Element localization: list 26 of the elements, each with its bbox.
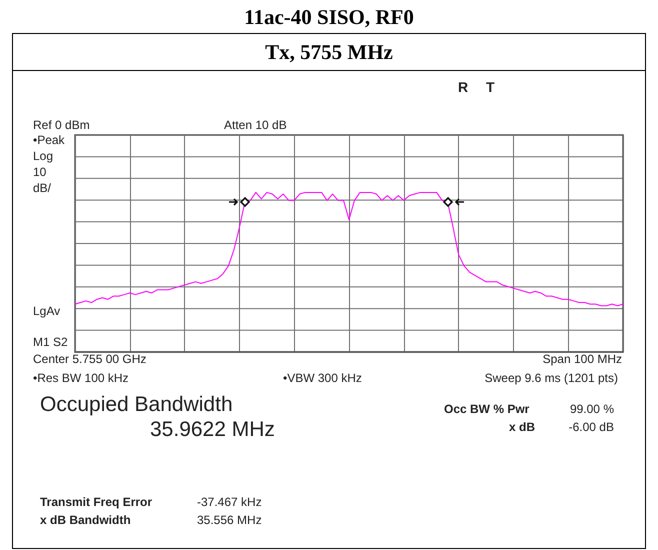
text: x dB bbox=[508, 420, 535, 434]
text: •Peak bbox=[33, 133, 65, 147]
text: 35.556 MHz bbox=[197, 513, 262, 527]
text: LgAv bbox=[33, 304, 60, 318]
chart-title: 11ac-40 SISO, RF0 bbox=[243, 5, 415, 30]
text: Occ BW % Pwr bbox=[444, 402, 530, 416]
text: -37.467 kHz bbox=[197, 495, 262, 509]
text: R T bbox=[458, 79, 495, 95]
text: -6.00 dB bbox=[568, 420, 614, 434]
text: •Res BW 100 kHz bbox=[33, 371, 129, 385]
text: x dB Bandwidth bbox=[40, 513, 131, 527]
chart-subtitle: Tx, 5755 MHz bbox=[264, 40, 394, 65]
text: Ref 0 dBm bbox=[33, 118, 90, 132]
text: dB/ bbox=[33, 181, 52, 195]
text: Atten 10 dB bbox=[224, 118, 287, 132]
text: •VBW 300 kHz bbox=[283, 371, 362, 385]
text: 35.9622 MHz bbox=[150, 418, 275, 441]
text: Log bbox=[33, 149, 54, 163]
text: 99.00 % bbox=[570, 402, 614, 416]
text: 10 bbox=[33, 165, 46, 179]
annotation: Span 100 MHz bbox=[542, 352, 622, 366]
text: M1 S2 bbox=[33, 335, 68, 349]
text: Occupied Bandwidth bbox=[40, 393, 233, 416]
text: Transmit Freq Error bbox=[40, 495, 152, 509]
annotation: Center 5.755 00 GHz bbox=[33, 352, 146, 366]
text: Sweep 9.6 ms (1201 pts) bbox=[484, 371, 618, 385]
